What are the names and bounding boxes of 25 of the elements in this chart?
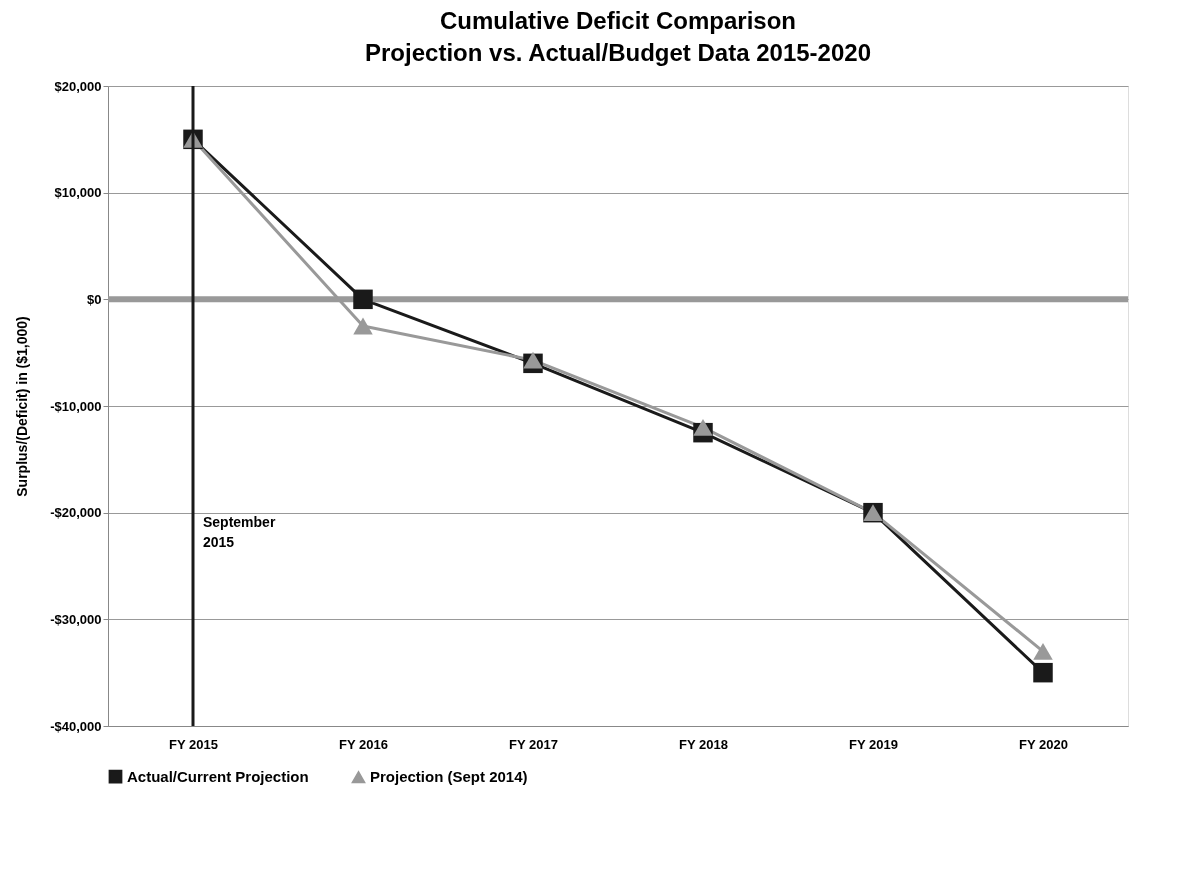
x-tick-label: FY 2018 [679,736,728,752]
y-tick-label: -$20,000 [50,505,102,521]
point [353,317,373,335]
legend-label: Actual/Current Projection [127,767,309,785]
point [1033,642,1053,660]
x-tick-label: FY 2015 [169,736,218,752]
y-tick-label: -$30,000 [50,611,102,627]
x-tick-label: FY 2017 [509,736,558,752]
y-tick-label: $10,000 [54,185,102,201]
y-tick-label: $20,000 [54,78,102,94]
chart-title: Cumulative Deficit Comparison [439,7,797,34]
y-tick-label: -$40,000 [50,718,102,734]
ref-line-label: September 2015 [203,513,276,550]
point [523,351,543,369]
x-tick-label: FY 2016 [339,736,388,752]
x-tick-label: FY 2020 [1019,736,1068,752]
x-tick-label: FY 2019 [849,736,898,752]
point [1033,662,1053,683]
y-axis-title: Surplus/(Deficit) in ($1,000) [14,316,31,497]
chart-subtitle: Projection vs. Actual/Budget Data 2015-2020 [365,39,871,66]
y-tick-label: -$10,000 [50,398,102,414]
point [353,289,373,310]
legend-label: Projection (Sept 2014) [370,768,528,786]
point [693,418,713,436]
y-tick-label: $0 [87,291,102,307]
